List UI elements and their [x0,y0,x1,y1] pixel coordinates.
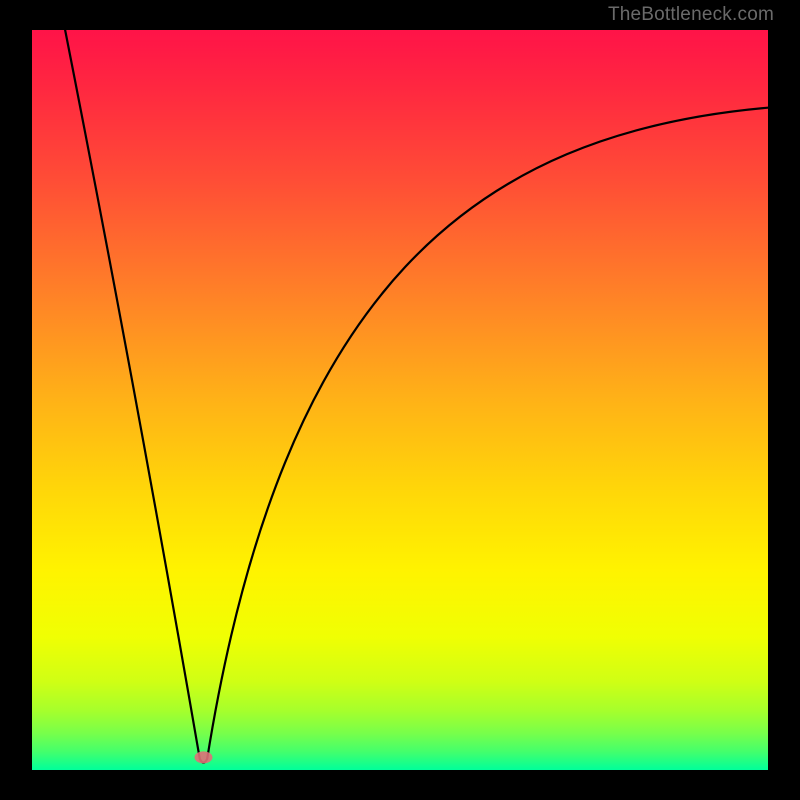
chart-container: TheBottleneck.com [0,0,800,800]
minimum-marker [194,751,212,763]
watermark-text: TheBottleneck.com [608,4,774,26]
plot-gradient-background [32,30,768,770]
bottleneck-chart [0,0,800,800]
